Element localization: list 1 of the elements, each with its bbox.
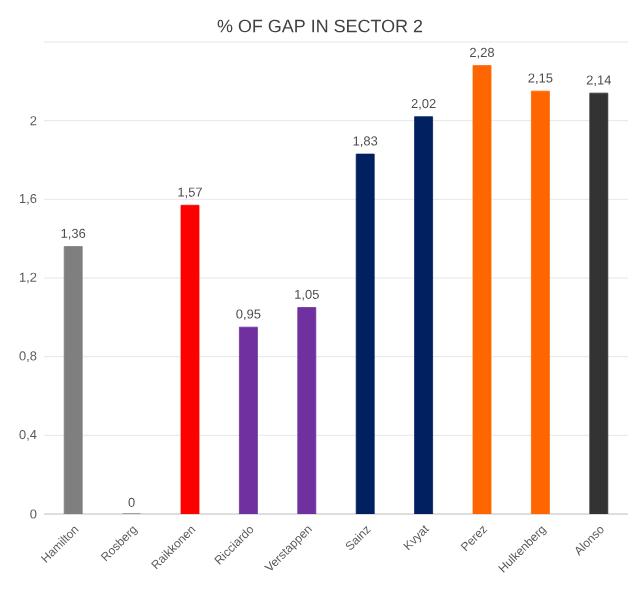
chart-title: % OF GAP IN SECTOR 2 xyxy=(217,19,423,33)
